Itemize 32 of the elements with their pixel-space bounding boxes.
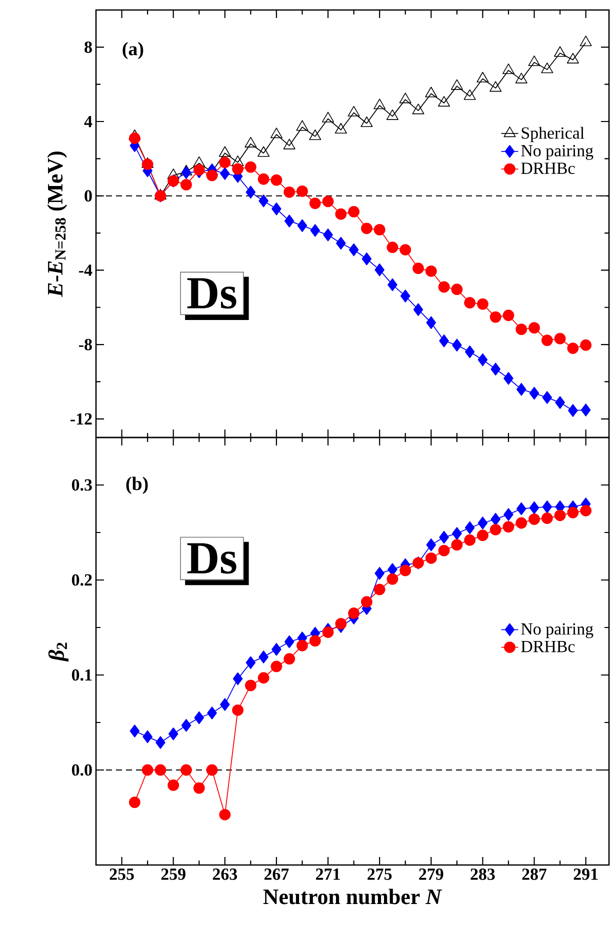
y-tick-label: 0.2	[72, 574, 92, 586]
y-tick-label: 0.0	[72, 764, 92, 776]
y-tick-label: 8	[84, 41, 92, 53]
x-tick-label: 283	[470, 868, 495, 880]
annotation: (b)	[126, 476, 148, 494]
y-tick-label: -12	[70, 413, 92, 425]
y-tick-label: -8	[78, 338, 92, 350]
y-tick-label: 0.3	[72, 479, 92, 491]
y-tick-label: 0	[84, 190, 92, 202]
legend-label: No pairing	[521, 145, 594, 160]
y-tick-label: 0.1	[72, 669, 92, 681]
annotation: Ds	[187, 543, 236, 574]
annotation: (a)	[122, 42, 144, 60]
y-axis-title: E-E$_{N=258}$ (MeV)	[47, 152, 68, 297]
legend-label: Spherical	[522, 126, 584, 142]
x-tick-label: 271	[316, 868, 340, 880]
x-tick-label: 263	[212, 868, 238, 880]
x-tick-label: 267	[264, 868, 289, 880]
annotation: Ds	[187, 278, 236, 309]
legend-label: No pairing	[521, 623, 594, 638]
x-tick-label: 287	[522, 868, 547, 880]
x-tick-label: 279	[419, 868, 444, 880]
x-tick-label: 291	[574, 868, 598, 880]
y-tick-label: 4	[84, 116, 92, 128]
y-tick-label: -4	[78, 264, 92, 276]
legend-label: DRHBc	[521, 162, 575, 174]
x-tick-label: 255	[110, 868, 134, 880]
x-tick-label: 259	[161, 868, 186, 880]
x-tick-label: 275	[368, 868, 392, 880]
legend-label: DRHBc	[521, 640, 575, 652]
x-axis-title: Neutron number N	[263, 888, 442, 904]
y-axis-title: β$_{2}$	[48, 642, 68, 662]
